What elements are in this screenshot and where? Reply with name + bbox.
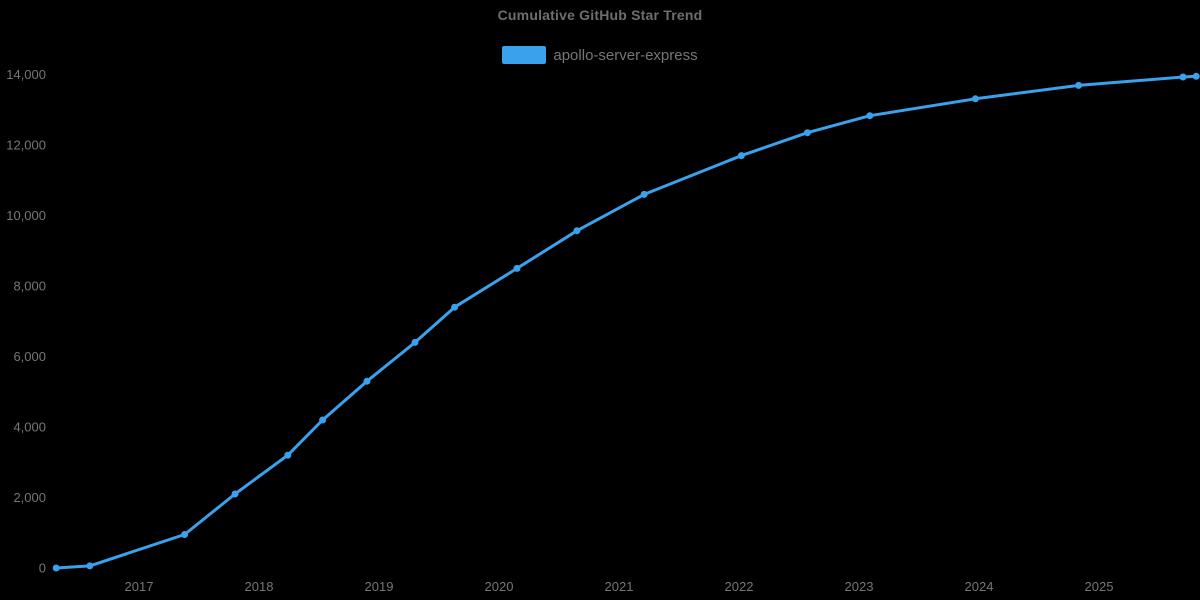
x-tick-label: 2024 xyxy=(965,579,994,594)
data-point-marker xyxy=(1075,81,1083,89)
data-point-marker xyxy=(52,564,60,572)
data-point-marker xyxy=(86,562,94,570)
data-point-marker xyxy=(284,451,292,459)
data-point-marker xyxy=(363,377,371,385)
data-point-marker xyxy=(640,190,648,198)
x-tick-label: 2019 xyxy=(365,579,394,594)
y-tick-label: 14,000 xyxy=(6,67,46,82)
x-tick-label: 2025 xyxy=(1085,579,1114,594)
data-point-marker xyxy=(737,152,745,160)
y-tick-label: 4,000 xyxy=(13,420,46,435)
data-point-marker xyxy=(803,129,811,137)
y-tick-label: 8,000 xyxy=(13,279,46,294)
data-point-marker xyxy=(971,95,979,103)
x-tick-label: 2022 xyxy=(725,579,754,594)
x-tick-label: 2023 xyxy=(845,579,874,594)
x-tick-label: 2018 xyxy=(245,579,274,594)
x-tick-label: 2021 xyxy=(605,579,634,594)
data-point-marker xyxy=(411,338,419,346)
data-point-marker xyxy=(231,490,239,498)
data-point-marker xyxy=(573,227,581,235)
chart-title: Cumulative GitHub Star Trend xyxy=(497,7,703,23)
x-tick-label: 2017 xyxy=(125,579,154,594)
y-tick-label: 12,000 xyxy=(6,138,46,153)
data-point-marker xyxy=(319,416,327,424)
legend-swatch-icon[interactable] xyxy=(502,46,547,64)
y-tick-label: 0 xyxy=(39,561,46,576)
data-point-marker xyxy=(1179,73,1187,81)
x-tick-label: 2020 xyxy=(485,579,514,594)
series-line xyxy=(54,74,1198,570)
data-point-marker xyxy=(181,531,189,538)
data-point-marker xyxy=(513,264,521,272)
y-tick-label: 10,000 xyxy=(6,208,46,223)
data-point-marker xyxy=(866,112,874,120)
y-tick-label: 2,000 xyxy=(13,490,46,505)
data-point-marker xyxy=(1192,72,1200,80)
legend-series-label[interactable]: apollo-server-express xyxy=(553,46,698,64)
legend: apollo-server-express xyxy=(0,46,1200,64)
data-point-marker xyxy=(451,303,459,311)
y-tick-label: 6,000 xyxy=(13,349,46,364)
